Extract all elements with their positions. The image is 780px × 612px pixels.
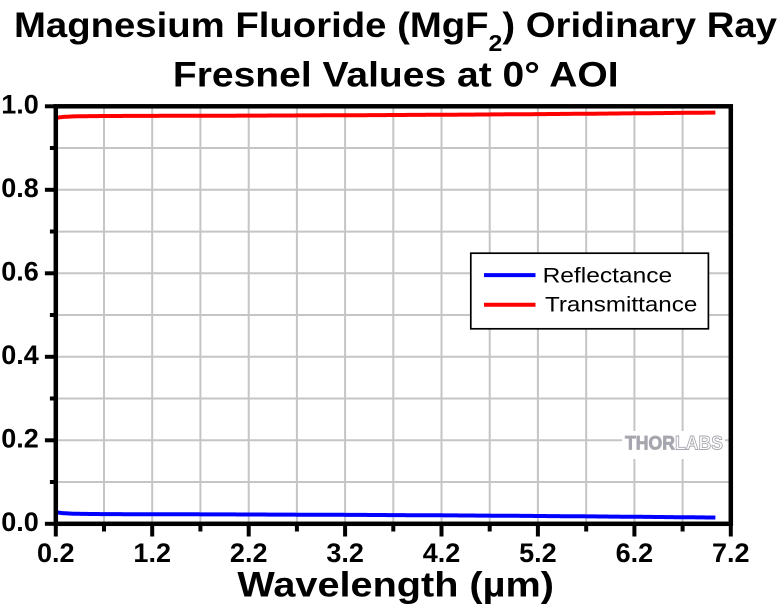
- svg-text:Transmittance: Transmittance: [545, 292, 697, 316]
- svg-text:2.2: 2.2: [230, 538, 268, 568]
- svg-text:0.2: 0.2: [1, 424, 39, 454]
- svg-text:3.2: 3.2: [326, 538, 364, 568]
- svg-text:0.6: 0.6: [1, 257, 39, 287]
- svg-text:Fresnel Values at 0° AOI: Fresnel Values at 0° AOI: [173, 54, 619, 94]
- svg-text:5.2: 5.2: [519, 538, 557, 568]
- svg-text:0.4: 0.4: [1, 340, 39, 370]
- svg-text:7.2: 7.2: [712, 538, 750, 568]
- svg-text:Wavelength (µm): Wavelength (µm): [237, 565, 554, 605]
- svg-text:1.2: 1.2: [133, 538, 171, 568]
- svg-text:Reflectance: Reflectance: [543, 263, 673, 287]
- svg-text:THOR: THOR: [625, 433, 675, 454]
- svg-text:4.2: 4.2: [423, 538, 461, 568]
- svg-text:6.2: 6.2: [616, 538, 654, 568]
- svg-text:0.0: 0.0: [1, 507, 39, 537]
- svg-text:LABS: LABS: [675, 433, 723, 454]
- svg-text:1.0: 1.0: [1, 90, 39, 120]
- svg-text:0.2: 0.2: [37, 538, 75, 568]
- svg-text:0.8: 0.8: [1, 173, 39, 203]
